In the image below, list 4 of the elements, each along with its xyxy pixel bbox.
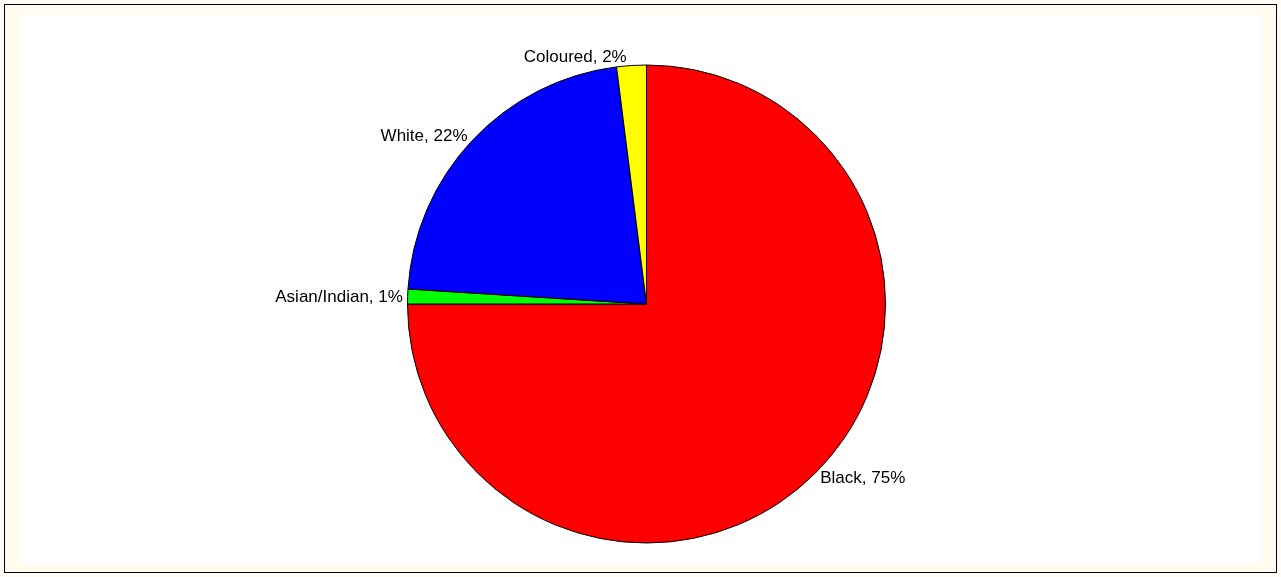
slice-label: Asian/Indian, 1% <box>275 286 403 306</box>
slice-label: Black, 75% <box>820 468 906 488</box>
slice-label: White, 22% <box>380 126 468 146</box>
slice-label: Coloured, 2% <box>523 46 627 66</box>
